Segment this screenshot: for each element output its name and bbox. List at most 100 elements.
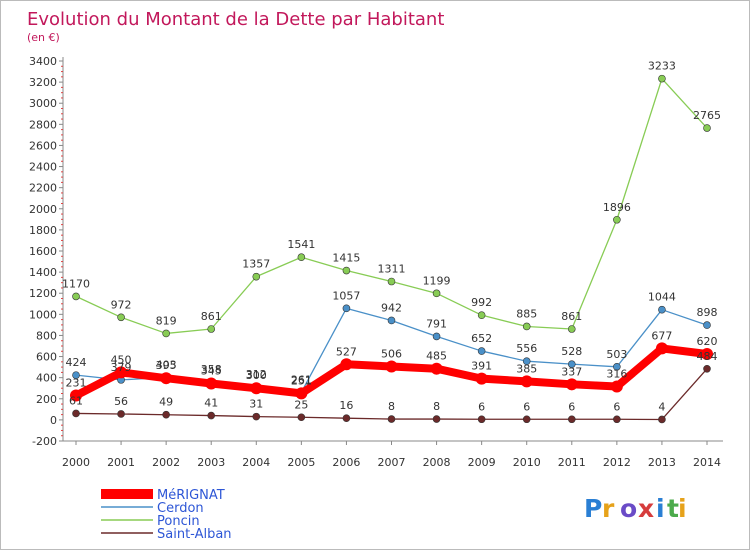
x-tick-label: 2009: [468, 456, 496, 469]
data-point: [72, 409, 80, 418]
data-label: 49: [159, 396, 173, 409]
data-point: [387, 415, 396, 423]
data-label: 528: [561, 345, 582, 358]
data-label: 337: [561, 365, 582, 378]
data-label: 61: [69, 394, 83, 407]
axes: -200 0 200 400 600 800 1000 1200 1400 1600 1800 200…: [29, 55, 723, 469]
y-tick-label: 2200: [29, 182, 57, 195]
data-point: [658, 74, 666, 83]
data-point: [522, 357, 531, 366]
data-label: 1057: [332, 289, 360, 302]
legend-label: Saint-Alban: [157, 527, 232, 542]
data-point: [703, 124, 711, 132]
data-label: 861: [561, 310, 582, 323]
data-point: [475, 372, 488, 385]
data-label: 885: [516, 307, 537, 320]
data-label: 652: [471, 332, 492, 345]
data-point: [297, 413, 306, 422]
data-label: 251: [291, 374, 312, 387]
data-label: 527: [336, 345, 357, 358]
data-point: [295, 387, 308, 400]
y-tick-label: 1200: [29, 287, 57, 300]
data-label: 345: [201, 364, 222, 377]
data-point: [477, 347, 486, 355]
legend-label: MéRIGNAT: [157, 488, 225, 503]
data-point: [613, 415, 621, 424]
data-label: 261: [291, 373, 312, 386]
data-point: [477, 311, 486, 319]
data-label: 942: [381, 301, 402, 314]
data-label: 1044: [648, 291, 676, 304]
data-label: 791: [426, 317, 447, 330]
data-point: [477, 415, 486, 424]
data-point: [658, 415, 666, 424]
data-point: [567, 325, 576, 333]
data-point: [432, 332, 441, 341]
plot-area: [70, 74, 713, 424]
data-label: 898: [697, 306, 718, 319]
data-point: [297, 253, 306, 262]
data-point: [387, 277, 396, 286]
data-label: 312: [246, 368, 267, 381]
legend-label: Cerdon: [157, 501, 204, 516]
data-point: [522, 322, 531, 331]
y-tick-label: 1600: [29, 245, 57, 258]
chart-subtitle: (en €): [27, 31, 60, 44]
data-point: [207, 411, 216, 420]
x-tick-label: 2014: [693, 456, 721, 469]
data-point: [658, 305, 666, 314]
x-tick-label: 2001: [107, 456, 135, 469]
data-label: 16: [339, 399, 353, 412]
logo-letter: t: [667, 494, 679, 523]
y-tick-label: 2000: [29, 203, 57, 216]
data-point: [432, 415, 441, 423]
logo-letter: i: [678, 494, 687, 523]
data-point: [613, 215, 621, 224]
x-tick-label: 2008: [423, 456, 451, 469]
data-label: 379: [111, 361, 132, 374]
data-point: [162, 410, 170, 419]
data-point: [162, 329, 170, 338]
data-label: 8: [433, 400, 440, 413]
data-point: [205, 377, 218, 390]
data-label: 484: [697, 350, 718, 363]
data-label: 391: [471, 360, 492, 373]
data-label: 1199: [423, 274, 451, 287]
data-label: 1415: [332, 252, 360, 265]
data-label: 485: [426, 350, 447, 363]
x-tick-label: 2010: [513, 456, 541, 469]
data-point: [430, 362, 443, 375]
data-point: [567, 360, 576, 368]
data-point: [565, 378, 578, 391]
data-label: 41: [204, 397, 218, 410]
data-label: 316: [606, 368, 627, 381]
data-point: [252, 412, 261, 421]
data-point: [342, 266, 351, 275]
data-label: 556: [516, 342, 537, 355]
data-point: [342, 304, 351, 313]
data-point: [342, 414, 351, 423]
data-point: [610, 380, 623, 393]
data-point: [252, 272, 261, 281]
data-label: 395: [156, 359, 177, 372]
data-label: 3233: [648, 60, 676, 73]
data-point: [117, 313, 125, 322]
y-tick-label: 2600: [29, 139, 57, 152]
logo-letter: i: [656, 494, 665, 523]
data-point: [567, 415, 576, 424]
data-point: [70, 389, 82, 402]
y-tick-label: 1400: [29, 266, 57, 279]
y-tick-label: 2400: [29, 161, 57, 174]
data-label: 1896: [603, 201, 631, 214]
x-tick-label: 2000: [62, 456, 90, 469]
data-point: [117, 410, 125, 418]
data-label: 992: [471, 296, 492, 309]
data-label: 503: [606, 348, 627, 361]
data-label: 8: [388, 400, 395, 413]
y-tick-label: 1000: [29, 308, 57, 321]
x-tick-label: 2011: [558, 456, 586, 469]
x-tick-label: 2003: [197, 456, 225, 469]
data-label: 25: [294, 398, 308, 411]
